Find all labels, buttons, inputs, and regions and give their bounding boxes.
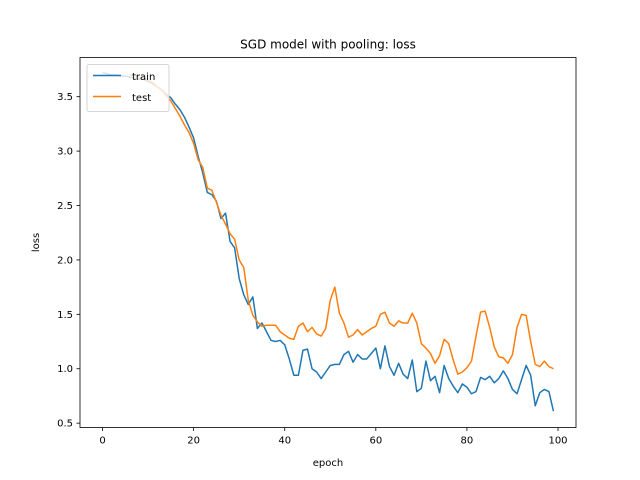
series-layer (102, 72, 555, 412)
legend: train test (86, 64, 170, 112)
y-tick-label: 3.5 (57, 92, 73, 103)
series-line-test (129, 74, 554, 375)
y-tick-label: 2.0 (57, 255, 73, 266)
y-tick-label: 0.5 (57, 419, 73, 430)
x-axis-label: epoch (313, 458, 343, 469)
y-axis-label: loss (31, 233, 42, 252)
y-tick-label: 2.5 (57, 201, 73, 212)
series-line-train (102, 72, 555, 412)
y-tick-label: 1.0 (57, 364, 73, 375)
x-tick-label: 20 (187, 436, 200, 447)
x-tick-label: 40 (278, 436, 291, 447)
ticks-layer: 0 20 40 60 80 100 0.5 1.0 1.5 2.0 2.5 3.0 3.5 (57, 92, 567, 446)
x-tick-label: 60 (369, 436, 382, 447)
legend-label-train: train (132, 72, 155, 83)
x-tick-label: 0 (99, 436, 105, 447)
y-tick-label: 1.5 (57, 310, 73, 321)
x-tick-label: 80 (461, 436, 474, 447)
x-tick-label: 100 (548, 436, 567, 447)
y-tick-label: 3.0 (57, 147, 73, 158)
legend-box (86, 64, 170, 112)
plot-frame (79, 57, 577, 428)
chart-title: SGD model with pooling: loss (240, 38, 416, 52)
legend-label-test: test (132, 93, 151, 104)
